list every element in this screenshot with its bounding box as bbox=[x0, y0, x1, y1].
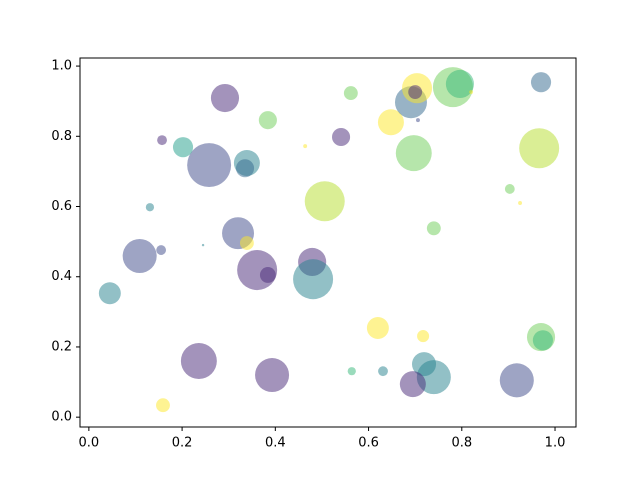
scatter-point bbox=[201, 243, 205, 247]
x-tick-label: 0.4 bbox=[265, 436, 286, 451]
scatter-point bbox=[235, 159, 255, 178]
scatter-point bbox=[122, 239, 157, 274]
plot-frame bbox=[79, 57, 577, 428]
scatter-point bbox=[530, 72, 552, 93]
scatter-point bbox=[378, 366, 388, 377]
y-tick-label: 0.8 bbox=[51, 129, 72, 144]
y-tick-label: 1.0 bbox=[51, 59, 72, 74]
scatter-point bbox=[187, 143, 232, 188]
scatter-point bbox=[304, 181, 345, 222]
y-tick-label: 0.2 bbox=[51, 339, 72, 354]
scatter-point bbox=[210, 83, 240, 113]
scatter-point bbox=[343, 86, 358, 101]
scatter-point bbox=[499, 363, 534, 398]
scatter-point bbox=[532, 330, 553, 351]
scatter-point bbox=[445, 69, 474, 99]
scatter-point bbox=[417, 330, 430, 343]
scatter-point bbox=[377, 109, 404, 136]
scatter-point bbox=[408, 85, 423, 100]
scatter-point bbox=[303, 144, 308, 149]
scatter-point bbox=[331, 127, 351, 147]
scatter-point bbox=[366, 317, 389, 339]
scatter-point bbox=[293, 259, 334, 300]
scatter-point bbox=[416, 118, 420, 123]
scatter-point bbox=[239, 236, 254, 250]
scatter-point bbox=[145, 203, 155, 212]
y-tick-label: 0.6 bbox=[51, 199, 72, 214]
scatter-point bbox=[157, 135, 167, 146]
scatter-point bbox=[519, 128, 560, 169]
y-tick-label: 0.0 bbox=[51, 410, 72, 425]
scatter-point bbox=[180, 343, 217, 379]
x-tick-label: 0.8 bbox=[451, 436, 472, 451]
scatter-point bbox=[504, 184, 515, 194]
scatter-point bbox=[347, 367, 356, 376]
scatter-point bbox=[426, 221, 441, 236]
scatter-point bbox=[172, 137, 194, 158]
scatter-point bbox=[259, 267, 276, 283]
scatter-point bbox=[156, 245, 167, 255]
x-tick-label: 0.2 bbox=[172, 436, 193, 451]
y-tick-label: 0.4 bbox=[51, 269, 72, 284]
scatter-point bbox=[518, 201, 523, 205]
x-tick-label: 0.0 bbox=[79, 436, 100, 451]
scatter-point bbox=[469, 90, 474, 95]
scatter-point bbox=[156, 398, 170, 413]
scatter-point bbox=[399, 371, 426, 398]
scatter-point bbox=[395, 135, 432, 172]
x-tick-label: 1.0 bbox=[545, 436, 566, 451]
scatter-point bbox=[258, 111, 277, 130]
scatter-point bbox=[255, 358, 290, 393]
scatter-point bbox=[98, 282, 121, 305]
x-tick-label: 0.6 bbox=[358, 436, 379, 451]
